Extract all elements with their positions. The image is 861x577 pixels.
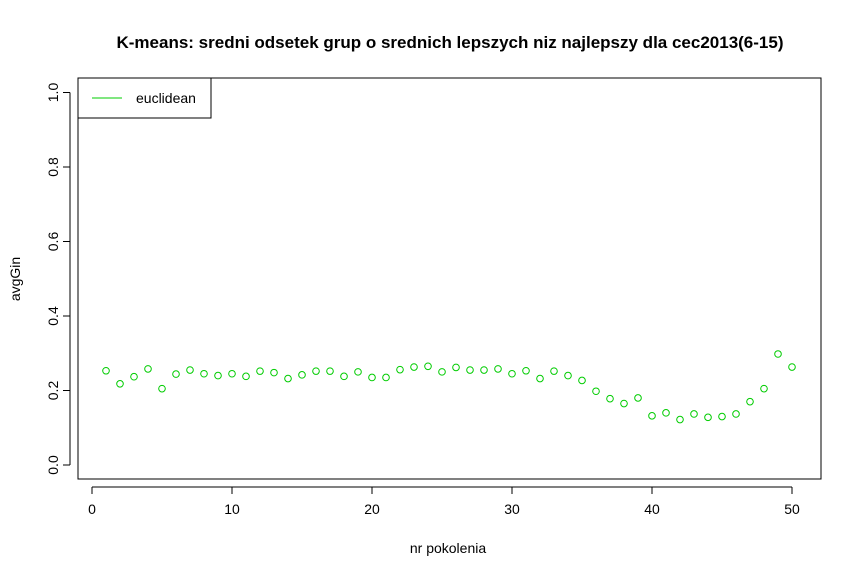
data-point xyxy=(102,366,110,375)
x-tick-label: 50 xyxy=(784,501,800,517)
y-tick-label: 0.4 xyxy=(45,306,61,326)
data-point xyxy=(676,415,684,424)
plot-frame xyxy=(77,77,822,480)
data-point xyxy=(578,376,586,385)
data-point xyxy=(788,363,796,371)
data-point xyxy=(536,374,544,383)
data-point xyxy=(270,368,278,377)
data-point xyxy=(116,379,124,388)
data-point xyxy=(312,367,320,375)
x-tick-label: 0 xyxy=(88,501,96,517)
data-point xyxy=(522,366,530,375)
data-points xyxy=(102,350,796,424)
data-point xyxy=(718,412,726,421)
data-point xyxy=(144,365,152,373)
y-tick-label: 0.0 xyxy=(45,455,61,475)
data-point xyxy=(396,365,404,374)
x-tick-label: 30 xyxy=(504,501,520,517)
y-tick-label: 0.2 xyxy=(45,381,61,401)
data-point xyxy=(648,412,656,420)
data-point xyxy=(340,372,348,381)
data-point xyxy=(410,363,418,371)
data-point xyxy=(172,370,180,378)
data-point xyxy=(326,367,334,375)
data-point xyxy=(732,410,740,418)
data-point xyxy=(368,373,376,382)
data-point xyxy=(550,367,558,375)
data-point xyxy=(284,374,292,383)
data-point xyxy=(466,366,474,374)
data-point xyxy=(200,369,208,378)
data-point xyxy=(704,413,712,422)
data-point xyxy=(494,365,502,373)
data-point xyxy=(564,371,572,380)
data-point xyxy=(298,371,306,379)
data-point xyxy=(690,410,698,418)
chart-title: K-means: sredni odsetek grup o srednich … xyxy=(116,33,783,52)
data-point xyxy=(634,394,642,402)
data-point xyxy=(606,394,614,403)
data-point xyxy=(480,366,488,374)
data-point xyxy=(130,372,138,381)
data-point xyxy=(760,384,768,393)
y-tick-label: 0.8 xyxy=(45,157,61,177)
x-tick-label: 20 xyxy=(364,501,380,517)
y-tick-label: 0.6 xyxy=(45,232,61,252)
x-axis: 0 10 20 30 40 50 xyxy=(88,486,800,517)
data-point xyxy=(620,399,628,408)
data-point xyxy=(508,369,516,378)
data-point xyxy=(774,350,782,358)
data-point xyxy=(592,387,600,396)
x-axis-label: nr pokolenia xyxy=(410,540,486,556)
data-point xyxy=(214,371,222,380)
data-point xyxy=(452,363,460,372)
data-point xyxy=(256,367,264,375)
data-point xyxy=(158,384,166,393)
legend: euclidean xyxy=(77,77,212,119)
y-tick-label: 1.0 xyxy=(45,83,61,103)
data-point xyxy=(242,372,250,381)
x-tick-label: 10 xyxy=(224,501,240,517)
data-point xyxy=(382,373,390,382)
x-tick-label: 40 xyxy=(644,501,660,517)
y-axis-label: avgGin xyxy=(7,257,23,301)
data-point xyxy=(424,362,432,371)
y-axis: 0.0 0.2 0.4 0.6 0.8 1.0 xyxy=(45,83,71,475)
data-point xyxy=(354,368,362,376)
data-point xyxy=(662,409,670,417)
data-point xyxy=(228,369,236,378)
data-point xyxy=(186,366,194,374)
legend-label: euclidean xyxy=(136,90,196,106)
data-point xyxy=(438,368,446,376)
data-point xyxy=(746,397,754,406)
